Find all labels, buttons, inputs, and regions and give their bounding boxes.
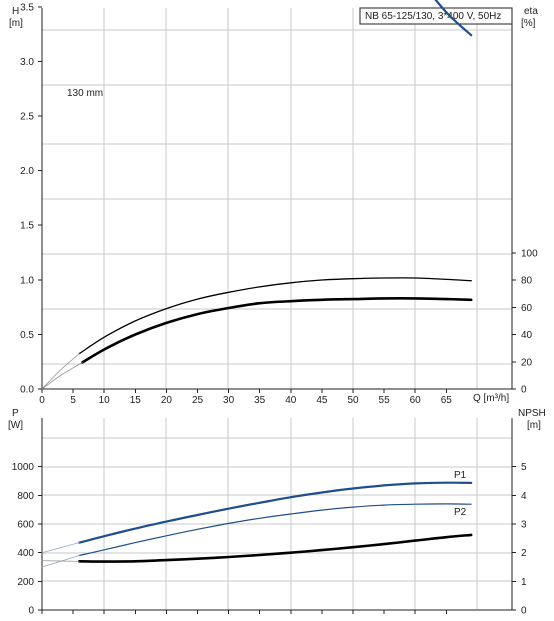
power-tick-label: 1000	[12, 462, 35, 473]
efficiency-tick-label: 100	[521, 248, 538, 259]
head-tick-label: 1.5	[20, 221, 34, 232]
power-tick-label: 0	[28, 606, 34, 617]
flow-axis-label: Q [m³/h]	[473, 393, 509, 404]
p1-power-curve	[78, 481, 473, 544]
pump-title: NB 65-125/130, 3*400 V, 50Hz	[365, 11, 501, 22]
efficiency-tick-label: 20	[521, 357, 533, 368]
flow-tick-label: 50	[347, 395, 359, 406]
flow-tick-label: 15	[130, 395, 142, 406]
efficiency-axis-unit: [%]	[521, 18, 536, 29]
flow-tick-label: 40	[285, 395, 297, 406]
efficiency-axis-label: eta	[524, 6, 538, 17]
flow-tick-label: 0	[39, 395, 45, 406]
p1-power-curve-extension	[41, 542, 80, 554]
efficiency-curve	[78, 277, 472, 355]
head-tick-label: 0.0	[20, 385, 34, 396]
flow-tick-label: 65	[441, 395, 453, 406]
npsh-tick-label: 5	[521, 462, 527, 473]
head-tick-label: 3.5	[20, 2, 34, 13]
head-tick-label: 1.0	[20, 275, 34, 286]
pump-title-box	[359, 7, 513, 25]
head-panel-series	[41, 0, 473, 390]
npsh-tick-label: 3	[521, 519, 527, 530]
flow-tick-label: 25	[192, 395, 204, 406]
p1-label: P1	[454, 470, 467, 481]
efficiency-tick-label: 40	[521, 330, 533, 341]
p2-power-curve	[78, 503, 472, 557]
power-axis-unit: [W]	[8, 420, 23, 431]
efficiency-curve-2	[81, 297, 473, 364]
efficiency-tick-label: 80	[521, 276, 533, 287]
efficiency-tick-label: 0	[521, 385, 527, 396]
npsh-curve	[78, 533, 473, 563]
head-tick-label: 3.0	[20, 57, 34, 68]
p2-label: P2	[454, 507, 467, 518]
flow-tick-label: 35	[254, 395, 266, 406]
power-panel-ticks: 0 200 400 600 800 1000 0 1 2 3 4 5	[12, 462, 527, 616]
power-tick-label: 400	[17, 548, 34, 559]
power-tick-label: 600	[17, 520, 34, 531]
impeller-diameter-label: 130 mm	[67, 88, 103, 99]
flow-tick-label: 30	[223, 395, 235, 406]
efficiency-curve-2-extension	[41, 362, 83, 390]
power-axis-label: P	[12, 408, 19, 419]
head-axis-label: H	[12, 6, 19, 17]
head-efficiency-panel: 0 5 10 15 20 25 30 35 40 45 50 55 60 65 0.0 0.5 1.0 1.5 2.…	[9, 0, 538, 406]
npsh-axis-label: NPSH	[518, 408, 546, 419]
head-tick-label: 2.5	[20, 112, 34, 123]
flow-tick-label: 60	[410, 395, 422, 406]
npsh-tick-label: 4	[521, 491, 527, 502]
efficiency-tick-label: 60	[521, 303, 533, 314]
head-tick-label: 0.5	[20, 330, 34, 341]
power-tick-label: 800	[17, 491, 34, 502]
head-tick-label: 2.0	[20, 166, 34, 177]
flow-tick-label: 45	[316, 395, 328, 406]
npsh-tick-label: 2	[521, 548, 527, 559]
head-axis-unit: [m]	[9, 18, 23, 29]
power-panel-series	[41, 481, 473, 568]
flow-tick-label: 5	[70, 395, 76, 406]
flow-tick-label: 10	[99, 395, 111, 406]
head-panel-ticks: 0 5 10 15 20 25 30 35 40 45 50 55 60 65 0.0 0.5 1.0 1.5 2.…	[20, 2, 538, 406]
npsh-tick-label: 0	[521, 606, 527, 617]
power-npsh-panel: 0 200 400 600 800 1000 0 1 2 3 4 5 P [W] NPSH [m] P…	[8, 408, 546, 617]
power-tick-label: 200	[17, 577, 34, 588]
efficiency-curve-extension	[41, 353, 80, 390]
power-panel-gridlines	[41, 418, 512, 610]
npsh-curve-extension	[41, 560, 80, 562]
npsh-axis-unit: [m]	[527, 420, 541, 431]
flow-tick-label: 20	[161, 395, 173, 406]
npsh-tick-label: 1	[521, 577, 527, 588]
head-panel-gridlines	[41, 8, 512, 389]
flow-tick-label: 55	[379, 395, 391, 406]
